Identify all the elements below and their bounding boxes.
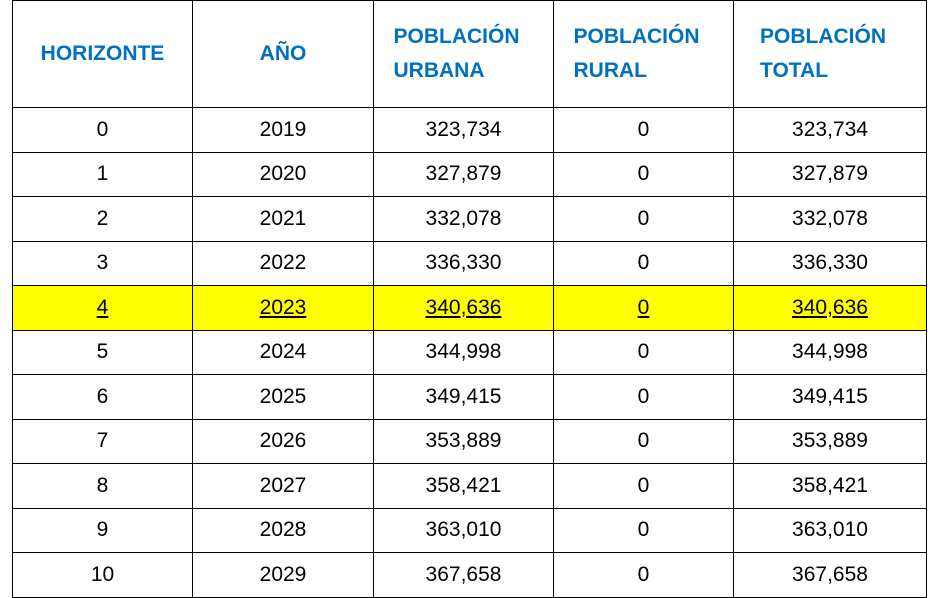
table-cell: 4 — [12, 285, 193, 331]
table-row: 7 2026 353,889 0 353,889 — [12, 418, 927, 464]
table-cell: 2022 — [192, 240, 374, 286]
table-cell: 9 — [12, 507, 193, 553]
header-text: AÑO — [259, 42, 307, 65]
header-text: POBLACIÓN URBANA — [393, 25, 520, 82]
table-cell: 349,415 — [373, 374, 554, 420]
table-cell: 332,078 — [373, 196, 554, 242]
table-cell: 0 — [553, 507, 734, 553]
header-text: POBLACIÓN RURAL — [573, 25, 700, 82]
table-cell: 340,636 — [373, 285, 554, 331]
table-cell: 0 — [553, 374, 734, 420]
table-row: 4 2023 340,636 0 340,636 — [12, 285, 927, 331]
table-cell: 0 — [553, 240, 734, 286]
table-cell: 358,421 — [373, 463, 554, 509]
header-cell: POBLACIÓN TOTAL — [733, 0, 927, 108]
table-cell: 340,636 — [733, 285, 927, 331]
table-row: 3 2022 336,330 0 336,330 — [12, 240, 927, 286]
table-cell: 1 — [12, 151, 193, 197]
table-cell: 0 — [553, 463, 734, 509]
table-cell: 344,998 — [373, 329, 554, 375]
table-cell: 336,330 — [733, 240, 927, 286]
table-cell: 323,734 — [733, 107, 927, 153]
table-cell: 2027 — [192, 463, 374, 509]
table-cell: 2026 — [192, 418, 374, 464]
table-row: 9 2028 363,010 0 363,010 — [12, 507, 927, 553]
table-cell: 2024 — [192, 329, 374, 375]
table-cell: 367,658 — [373, 552, 554, 598]
table-cell: 3 — [12, 240, 193, 286]
table-cell: 0 — [553, 196, 734, 242]
table-cell: 344,998 — [733, 329, 927, 375]
header-cell: POBLACIÓN RURAL — [553, 0, 734, 108]
header-text: POBLACIÓN TOTAL — [760, 25, 886, 82]
table-cell: 2025 — [192, 374, 374, 420]
table-cell: 2019 — [192, 107, 374, 153]
table-row: 8 2027 358,421 0 358,421 — [12, 463, 927, 509]
table-cell: 336,330 — [373, 240, 554, 286]
table-cell: 363,010 — [373, 507, 554, 553]
table-cell: 2028 — [192, 507, 374, 553]
table-cell: 0 — [553, 151, 734, 197]
table-row: 0 2019 323,734 0 323,734 — [12, 107, 927, 153]
table-cell: 2023 — [192, 285, 374, 331]
table-cell: 349,415 — [733, 374, 927, 420]
table-cell: 0 — [12, 107, 193, 153]
table-cell: 323,734 — [373, 107, 554, 153]
table-cell: 2020 — [192, 151, 374, 197]
table-cell: 2029 — [192, 552, 374, 598]
table-cell: 327,879 — [373, 151, 554, 197]
table-row: 10 2029 367,658 0 367,658 — [12, 552, 927, 598]
table-cell: 7 — [12, 418, 193, 464]
table-row: 2 2021 332,078 0 332,078 — [12, 196, 927, 242]
table-cell: 6 — [12, 374, 193, 420]
header-text: HORIZONTE — [40, 42, 165, 65]
table-cell: 2 — [12, 196, 193, 242]
table-cell: 0 — [553, 329, 734, 375]
table-cell: 2021 — [192, 196, 374, 242]
table-cell: 0 — [553, 552, 734, 598]
header-cell: POBLACIÓN URBANA — [373, 0, 554, 108]
header-cell: AÑO — [192, 0, 374, 108]
table-cell: 0 — [553, 418, 734, 464]
table-cell: 353,889 — [733, 418, 927, 464]
table-cell: 327,879 — [733, 151, 927, 197]
table-cell: 10 — [12, 552, 193, 598]
population-table: HORIZONTE AÑO POBLACIÓN URBANA POBLACIÓN RU… — [12, 0, 927, 598]
header-row: HORIZONTE AÑO POBLACIÓN URBANA POBLACIÓN RU… — [12, 0, 927, 108]
table-cell: 0 — [553, 107, 734, 153]
table-cell: 363,010 — [733, 507, 927, 553]
table-cell: 8 — [12, 463, 193, 509]
table-cell: 353,889 — [373, 418, 554, 464]
table-row: 1 2020 327,879 0 327,879 — [12, 151, 927, 197]
table-cell: 358,421 — [733, 463, 927, 509]
table-row: 5 2024 344,998 0 344,998 — [12, 329, 927, 375]
table-cell: 367,658 — [733, 552, 927, 598]
table-cell: 0 — [553, 285, 734, 331]
header-cell: HORIZONTE — [12, 0, 193, 108]
table-row: 6 2025 349,415 0 349,415 — [12, 374, 927, 420]
table-cell: 332,078 — [733, 196, 927, 242]
table-cell: 5 — [12, 329, 193, 375]
